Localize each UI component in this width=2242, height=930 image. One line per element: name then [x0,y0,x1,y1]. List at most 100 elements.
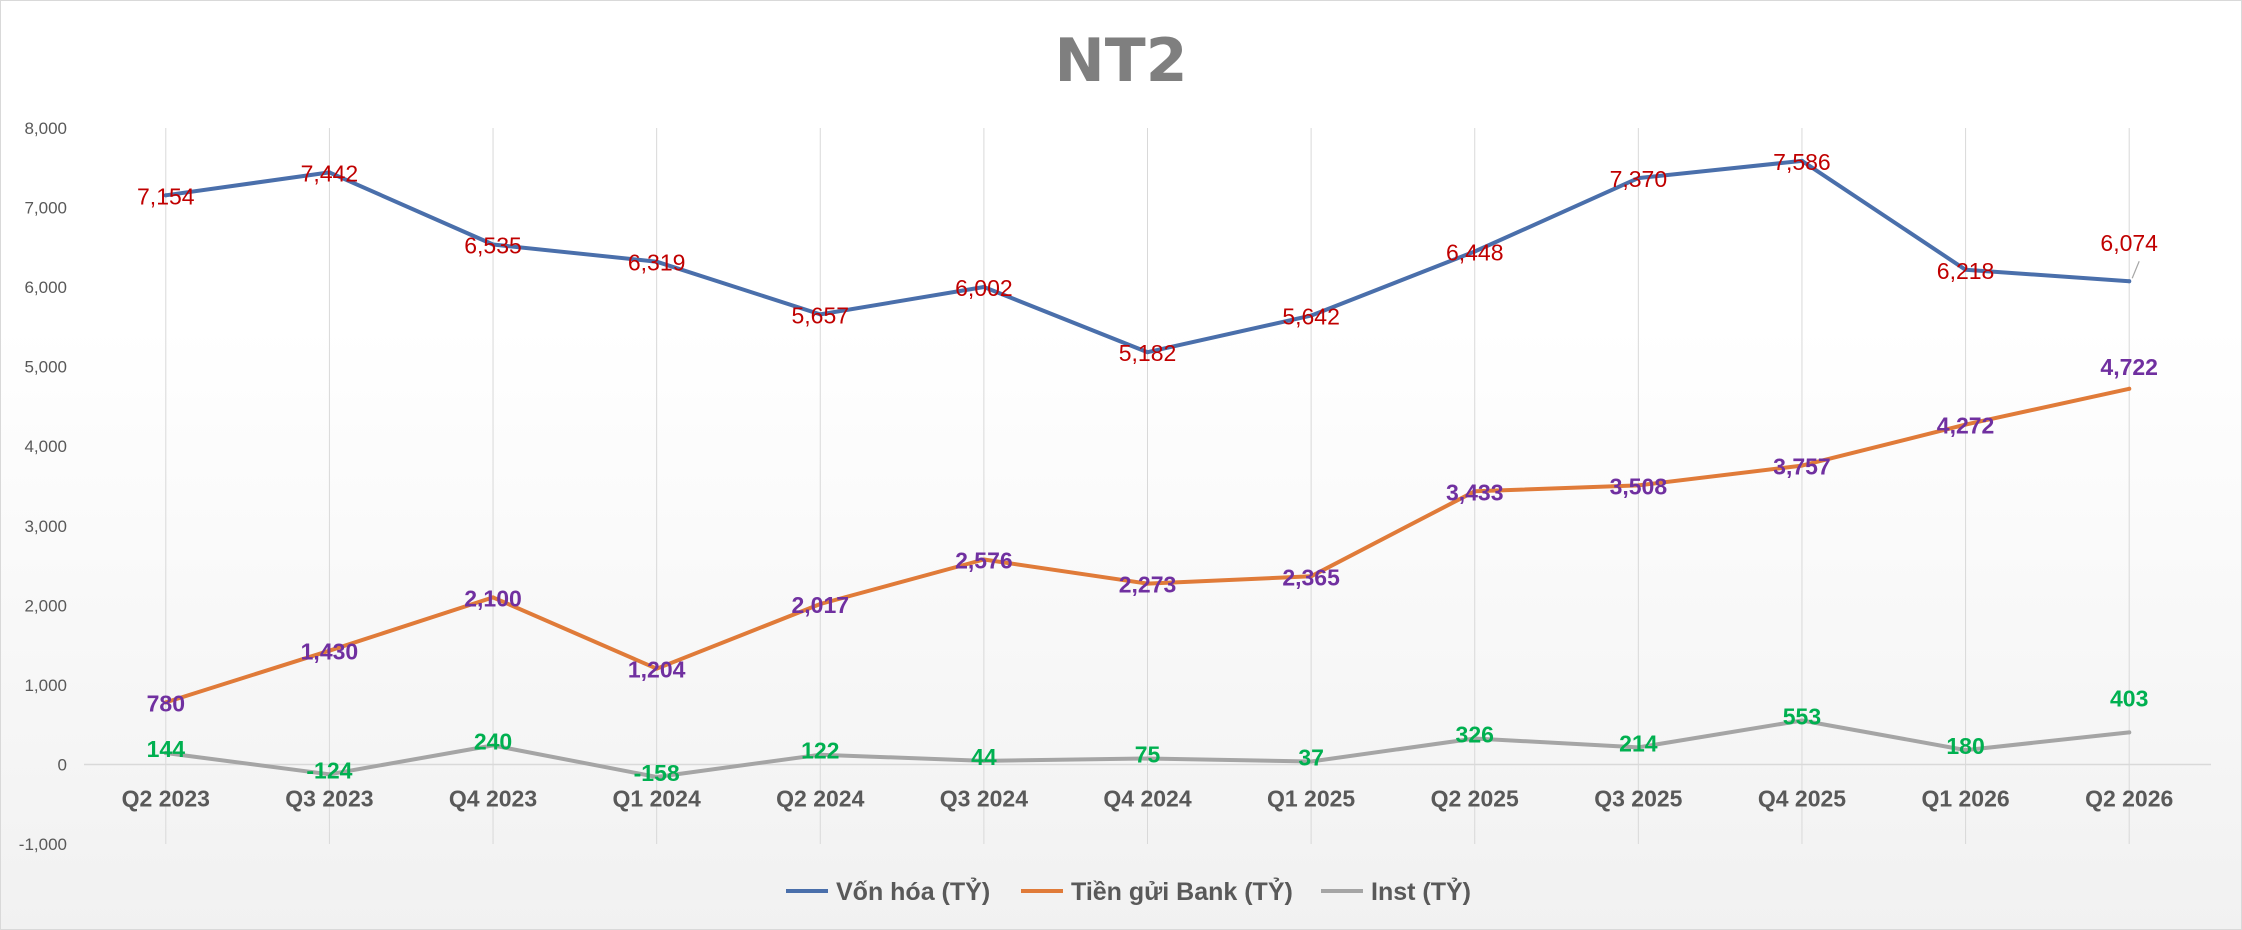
data-label: 37 [1298,745,1324,771]
data-point [163,750,168,755]
x-tick-label: Q1 2025 [1267,785,1355,811]
data-point [1636,745,1641,750]
y-tick-label: 1,000 [24,676,67,695]
data-point [981,557,986,562]
x-tick-label: Q3 2023 [285,785,373,811]
data-point [1145,581,1150,586]
data-point [654,666,659,671]
x-tick-label: Q2 2026 [2085,785,2173,811]
leader-line [2131,260,2140,279]
data-point [327,170,332,175]
data-label: 240 [474,728,512,754]
data-point [654,259,659,264]
data-point [2127,386,2132,391]
data-point [327,648,332,653]
data-point [1636,483,1641,488]
y-tick-label: 3,000 [24,517,67,536]
data-point [1799,463,1804,468]
x-tick-label: Q4 2025 [1758,785,1846,811]
data-point [1472,736,1477,741]
data-point [1636,176,1641,181]
data-point [1145,756,1150,761]
data-label: 7,442 [301,160,359,186]
data-label: 214 [1619,730,1658,756]
data-point [491,242,496,247]
data-point [1963,748,1968,753]
data-point [981,284,986,289]
data-label: 7,586 [1773,149,1831,175]
data-label: 6,535 [464,233,522,259]
data-label: 5,182 [1119,340,1177,366]
data-point [1963,267,1968,272]
y-tick-label: 4,000 [24,437,67,456]
data-point [1145,350,1150,355]
data-label: 2,365 [1282,564,1340,590]
data-point [1309,759,1314,764]
data-point [818,312,823,317]
data-labels: 7,154 7,442 6,535 6,319 5,657 6,002 5,182 5,642… [137,149,2158,786]
data-point [491,595,496,600]
data-label: 2,100 [464,585,522,611]
data-point [818,601,823,606]
data-label: 6,074 [2100,230,2158,256]
data-point [163,700,168,705]
data-label: 144 [147,736,186,762]
data-point [1799,718,1804,723]
data-label: -124 [306,757,352,783]
x-tick-label: Q1 2024 [613,785,701,811]
data-label: 6,448 [1446,239,1504,265]
chart-title: NT2 [1055,26,1188,96]
data-point [654,775,659,780]
data-label: 403 [2110,685,2148,711]
x-tick-label: Q2 2024 [776,785,864,811]
legend: Vốn hóa (TỶ) Tiền gửi Bank (TỶ) Inst (TỶ) [786,876,1471,906]
data-label: -158 [634,760,680,786]
data-label: 4,722 [2100,354,2158,380]
data-point [163,193,168,198]
data-label: 2,273 [1119,572,1177,598]
data-label: 3,508 [1610,473,1668,499]
data-label: 44 [971,744,997,770]
legend-entry: Vốn hóa (TỶ) [836,876,990,906]
data-label: 6,002 [955,275,1013,301]
grid-lines [165,128,2130,844]
data-label: 2,017 [791,592,849,618]
data-point [1963,422,1968,427]
data-point [327,772,332,777]
data-label: 6,218 [1937,258,1995,284]
legend-entry: Tiền gửi Bank (TỶ) [1071,876,1293,906]
data-point [981,758,986,763]
data-label: 3,433 [1446,479,1504,505]
y-tick-label: 6,000 [24,278,67,297]
series-lines [163,158,2132,780]
data-label: 180 [1946,733,1984,759]
data-point [1799,158,1804,163]
x-tick-label: Q4 2023 [449,785,537,811]
y-tick-label: 2,000 [24,596,67,615]
data-label: 2,576 [955,548,1013,574]
data-label: 6,319 [628,250,686,276]
y-tick-label: 8,000 [24,119,67,138]
data-label: 5,642 [1282,304,1340,330]
data-label: 1,430 [301,639,359,665]
data-point [1472,249,1477,254]
x-tick-label: Q4 2024 [1103,785,1191,811]
y-tick-label: 0 [58,755,67,774]
x-tick-label: Q1 2026 [1921,785,2009,811]
legend-entry: Inst (TỶ) [1371,876,1471,906]
data-label: 7,154 [137,183,195,209]
data-label: 553 [1783,703,1821,729]
x-tick-label: Q2 2025 [1431,785,1519,811]
x-tick-label: Q3 2024 [940,785,1028,811]
data-point [1309,574,1314,579]
y-tick-label: -1,000 [19,835,67,854]
data-point [1309,313,1314,318]
data-label: 1,204 [628,657,686,683]
data-label: 5,657 [791,302,849,328]
data-point [1472,489,1477,494]
x-tick-label: Q3 2025 [1594,785,1682,811]
data-label: 3,757 [1773,454,1831,480]
data-label: 75 [1135,741,1161,767]
